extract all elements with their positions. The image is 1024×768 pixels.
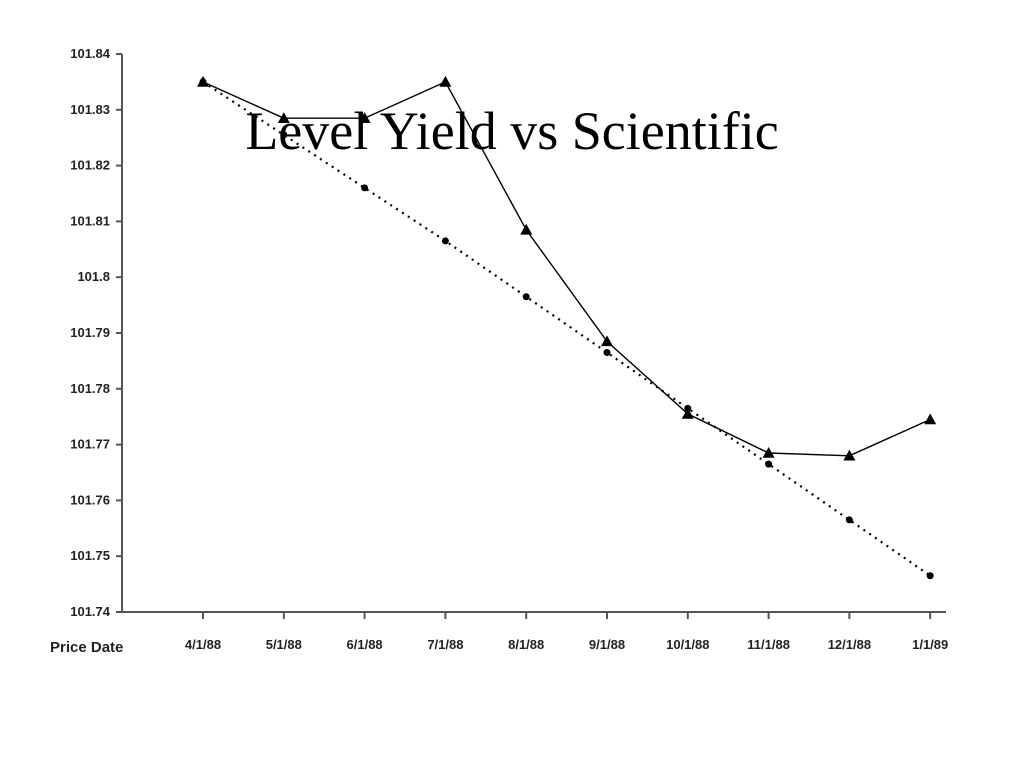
series-2-point <box>926 572 934 580</box>
x-tick-label: 10/1/88 <box>666 637 709 652</box>
series-1-point <box>277 112 290 123</box>
y-tick-label: 101.81 <box>70 213 110 228</box>
series-2-line <box>202 80 931 577</box>
y-tick-label: 101.84 <box>70 46 111 61</box>
series-2-point <box>684 404 692 412</box>
x-tick-label: 9/1/88 <box>589 637 625 652</box>
series-1-point <box>601 335 613 347</box>
series-2-point <box>845 516 853 524</box>
x-tick-label: 1/1/89 <box>912 637 948 652</box>
series-1-point <box>520 223 533 235</box>
y-tick-label: 101.82 <box>70 158 110 173</box>
series-1-point <box>439 75 452 87</box>
y-tick-label: 101.79 <box>70 325 110 340</box>
x-tick-label: 12/1/88 <box>828 637 871 652</box>
series-2-point <box>361 184 369 192</box>
x-tick-label: 6/1/88 <box>347 637 383 652</box>
y-tick-label: 101.76 <box>70 492 110 507</box>
y-tick-label: 101.74 <box>70 604 111 619</box>
series-1-point <box>762 446 775 458</box>
series-1-point <box>358 112 371 123</box>
series-1-point <box>843 449 856 461</box>
y-tick-label: 101.77 <box>70 437 110 452</box>
x-tick-label: 5/1/88 <box>266 637 302 652</box>
x-tick-label: 4/1/88 <box>185 637 221 652</box>
y-tick-label: 101.78 <box>70 381 110 396</box>
x-tick-label: 11/1/88 <box>747 637 790 652</box>
series-2-point <box>280 131 288 139</box>
y-tick-label: 101.83 <box>70 102 110 117</box>
y-tick-label: 101.75 <box>70 548 110 563</box>
x-tick-label: 8/1/88 <box>508 637 544 652</box>
series-1-point <box>924 413 937 425</box>
series-1-point <box>681 407 694 419</box>
series-1-line <box>202 80 931 457</box>
series-2-point <box>522 293 530 301</box>
series-2-point <box>603 349 611 357</box>
series-2-point <box>441 237 449 245</box>
x-axis-title: Price Date <box>50 639 123 656</box>
x-tick-label: 7/1/88 <box>427 637 463 652</box>
series-layer <box>197 75 937 580</box>
series-2-point <box>199 78 207 86</box>
axes <box>116 53 946 619</box>
y-tick-label: 101.8 <box>77 269 110 284</box>
axis-labels: 101.74 101.75 101.76 101.77 101.78 101.79 101.… <box>50 46 948 656</box>
series-2-point <box>765 460 773 468</box>
